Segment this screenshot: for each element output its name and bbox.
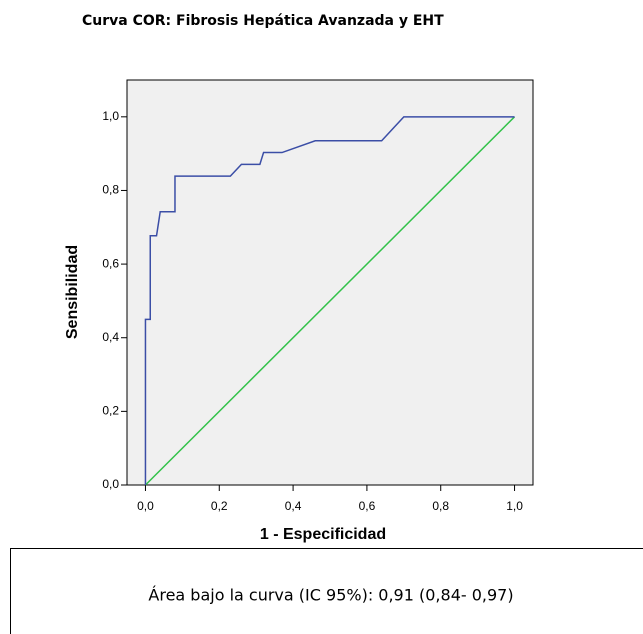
roc-line <box>144 116 516 486</box>
roc-line <box>144 116 515 485</box>
x-tick-label: 0,0 <box>137 499 154 513</box>
chart-title: Curva COR: Fibrosis Hepática Avanzada y … <box>82 13 444 29</box>
y-tick-label: 0,0 <box>102 477 119 491</box>
annotation-box <box>10 548 643 634</box>
x-tick-label: 0,4 <box>285 499 302 513</box>
plot-area <box>126 79 534 486</box>
x-axis-title: 1 - Especificidad <box>260 526 386 543</box>
y-tick-label: 0,8 <box>102 183 119 197</box>
y-tick-label: 0,4 <box>102 330 119 344</box>
y-tick-label: 0,6 <box>102 256 119 270</box>
y-tick-label: 1,0 <box>102 109 119 123</box>
y-axis-title: Sensibilidad <box>64 245 81 339</box>
x-tick-label: 0,8 <box>432 499 449 513</box>
y-tick-label: 0,2 <box>102 404 119 418</box>
annotation: Área bajo la curva (IC 95%): 0,91 (0,84-… <box>148 586 513 605</box>
x-tick-label: 0,6 <box>359 499 376 513</box>
x-tick-label: 0,2 <box>211 499 228 513</box>
x-tick-label: 1,0 <box>506 499 523 513</box>
